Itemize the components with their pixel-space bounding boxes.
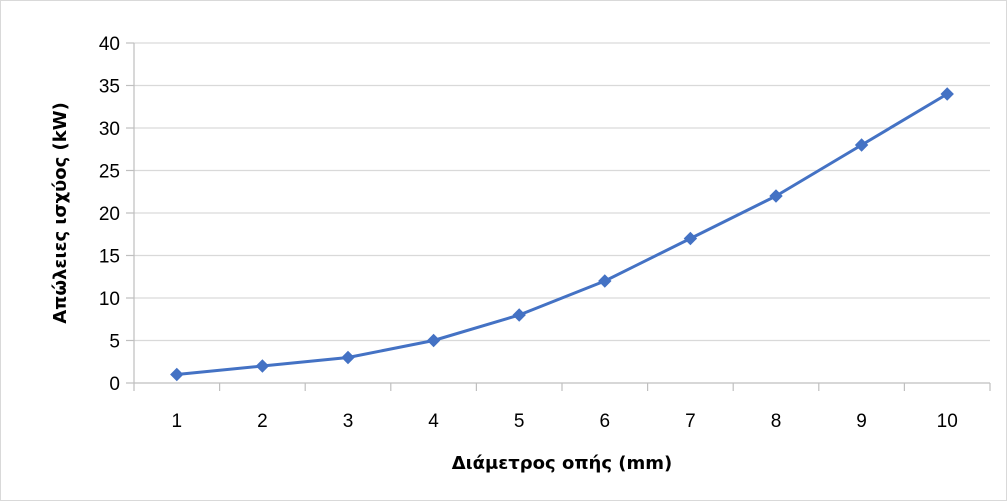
y-tick-label: 40 [99, 34, 120, 55]
data-point-marker [769, 189, 783, 203]
x-tick-label: 9 [856, 411, 867, 432]
y-axis-title: Απώλειες ισχύος (kW) [50, 102, 71, 324]
y-tick-label: 30 [99, 119, 120, 140]
x-tick-label: 6 [600, 411, 611, 432]
x-axis-title: Διάμετρος οπής (mm) [452, 453, 673, 474]
x-tick-label: 1 [172, 411, 183, 432]
x-tick-label: 7 [685, 411, 696, 432]
data-point-marker [598, 274, 612, 288]
series-line [176, 92, 948, 376]
x-tick-label: 4 [428, 411, 439, 432]
y-tick-label: 10 [99, 289, 120, 310]
data-point-marker [940, 87, 954, 101]
data-point-marker [854, 138, 869, 152]
y-tick-label: 25 [99, 162, 120, 183]
y-tick-label: 0 [109, 374, 120, 395]
x-tick-label: 5 [514, 411, 525, 432]
gridlines [134, 42, 990, 342]
x-tick-label: 10 [937, 411, 958, 432]
data-point-marker [683, 231, 698, 246]
x-tick-labels: 1 2 3 4 5 6 7 8 9 10 [172, 411, 958, 432]
x-tick-label: 8 [771, 411, 782, 432]
data-point-marker [512, 308, 526, 322]
y-tick-label: 35 [99, 77, 120, 98]
y-tick-label: 5 [109, 332, 120, 353]
x-tick-label: 2 [257, 411, 268, 432]
data-point-marker [341, 350, 355, 365]
data-point-marker [255, 359, 270, 373]
y-tick-label: 20 [99, 204, 120, 225]
axes [126, 42, 991, 391]
y-tick-label: 15 [99, 247, 120, 268]
x-tick-label: 3 [343, 411, 354, 432]
data-point-marker [426, 333, 441, 348]
series-group [170, 87, 954, 382]
data-point-marker [170, 367, 184, 382]
y-tick-labels: 0 5 10 15 20 25 30 35 40 [99, 34, 120, 395]
